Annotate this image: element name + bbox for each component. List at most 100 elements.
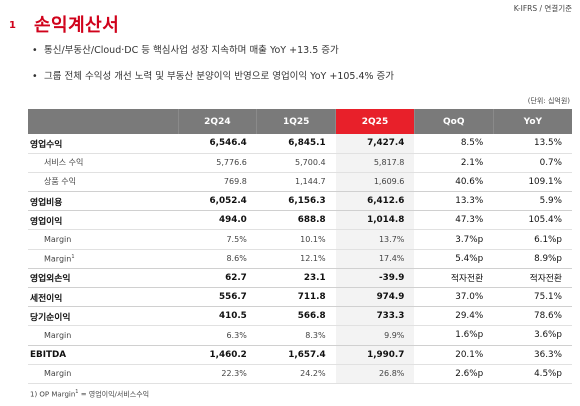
bullet-dot-icon: • [32, 71, 38, 82]
value-1q25: 688.8 [256, 210, 336, 231]
value-1q25: 711.8 [256, 287, 336, 308]
value-2q24: 5,776.6 [178, 153, 257, 173]
row-label-text: 영업외손익 [30, 274, 71, 285]
row-label: Margin [28, 229, 178, 250]
table-row-service-revenue: 서비스 수익 5,776.6 5,700.4 5,817.8 2.1% 0.7% [28, 153, 572, 173]
row-label-text: Margin [44, 254, 72, 264]
bullet-dot-icon: • [32, 45, 38, 56]
value-qoq: 1.6%p [414, 325, 494, 346]
row-label: 상품 수익 [28, 172, 178, 193]
row-label: Margin [28, 364, 178, 384]
value-2q24: 410.5 [178, 306, 257, 327]
unit-label: (단위: 십억원) [527, 97, 570, 105]
value-yoy: 4.5%p [493, 364, 572, 384]
footnote: 1) OP Margin1 = 영업이익/서비스수익 [30, 389, 149, 399]
row-label: Margin1 [28, 249, 178, 269]
header-label-cell [28, 109, 178, 134]
value-2q24: 22.3% [178, 364, 257, 384]
value-2q24: 6,052.4 [178, 191, 257, 212]
table-header-row: 2Q24 1Q25 2Q25 QoQ YoY [28, 109, 572, 134]
value-1q25: 1,657.4 [256, 345, 336, 365]
value-2q24: 8.6% [178, 249, 257, 269]
value-2q24: 769.8 [178, 172, 257, 193]
summary-bullets: • 통신/부동산/Cloud·DC 등 핵심사업 성장 지속하며 매출 YoY … [32, 44, 572, 96]
value-yoy: 105.4% [493, 210, 572, 231]
value-qoq: 40.6% [414, 172, 494, 193]
bullet-item: • 그룹 전체 수익성 개선 노력 및 부동산 분양이익 반영으로 영업이익 Y… [32, 70, 572, 96]
section-number: 1 [9, 20, 16, 31]
header-2q24: 2Q24 [177, 109, 257, 134]
table-row-revenue: 영업수익 6,546.4 6,845.1 7,427.4 8.5% 13.5% [28, 134, 572, 154]
table-row-op-margin: Margin 7.5% 10.1% 13.7% 3.7%p 6.1%p [28, 229, 572, 250]
row-label: 영업수익 [28, 134, 178, 154]
value-2q25: 7,427.4 [335, 134, 415, 154]
page-title: 손익계산서 [34, 15, 120, 36]
row-label: 영업외손익 [28, 268, 178, 289]
value-yoy: 6.1%p [493, 229, 572, 250]
value-yoy: 75.1% [493, 287, 572, 308]
value-1q25: 10.1% [256, 229, 336, 250]
bullet-item: • 통신/부동산/Cloud·DC 등 핵심사업 성장 지속하며 매출 YoY … [32, 44, 572, 70]
table-row-operating-expense: 영업비용 6,052.4 6,156.3 6,412.6 13.3% 5.9% [28, 191, 572, 212]
value-qoq: 2.6%p [414, 364, 494, 384]
row-label: 서비스 수익 [28, 153, 178, 173]
value-2q24: 556.7 [178, 287, 257, 308]
header-qoq: QoQ [413, 109, 494, 134]
row-label-text: Margin [44, 369, 72, 379]
row-label-text: Margin [44, 235, 72, 245]
value-2q25: 974.9 [335, 287, 415, 308]
row-label: Margin [28, 325, 178, 346]
table-row-pretax-income: 세전이익 556.7 711.8 974.9 37.0% 75.1% [28, 287, 572, 308]
row-label-text: 상품 수익 [44, 177, 76, 187]
row-label: 당기순이익 [28, 306, 178, 327]
footnote-prefix: 1) OP Margin [30, 390, 76, 399]
value-1q25: 8.3% [256, 325, 336, 346]
value-2q25: 9.9% [335, 325, 415, 346]
header-2q25: 2Q25 [335, 109, 415, 134]
row-label-text: 세전이익 [30, 293, 63, 304]
value-qoq: 5.4%p [414, 249, 494, 269]
row-label-sup: 1 [71, 253, 75, 260]
value-2q24: 7.5% [178, 229, 257, 250]
value-1q25: 23.1 [256, 268, 336, 289]
value-2q24: 494.0 [178, 210, 257, 231]
row-label-text: 영업이익 [30, 216, 63, 227]
value-2q25: 5,817.8 [335, 153, 415, 173]
value-2q25: 1,609.6 [335, 172, 415, 193]
table-row-product-revenue: 상품 수익 769.8 1,144.7 1,609.6 40.6% 109.1% [28, 172, 572, 193]
value-2q25: 13.7% [335, 229, 415, 250]
value-2q25: 6,412.6 [335, 191, 415, 212]
value-2q25: 733.3 [335, 306, 415, 327]
value-qoq: 3.7%p [414, 229, 494, 250]
row-label-text: Margin [44, 330, 72, 340]
row-label-text: 영업수익 [30, 139, 63, 150]
income-statement-table: 2Q24 1Q25 2Q25 QoQ YoY 영업수익 6,546.4 6,845.… [28, 109, 572, 384]
value-1q25: 566.8 [256, 306, 336, 327]
row-label: EBITDA [28, 345, 178, 365]
bullet-text: 그룹 전체 수익성 개선 노력 및 부동산 분양이익 반영으로 영업이익 YoY… [44, 71, 395, 82]
value-qoq: 13.3% [414, 191, 494, 212]
value-2q25: -39.9 [335, 268, 415, 289]
header-yoy: YoY [492, 109, 572, 134]
row-label-text: EBITDA [30, 349, 67, 360]
value-yoy: 78.6% [493, 306, 572, 327]
value-1q25: 12.1% [256, 249, 336, 269]
value-2q24: 62.7 [178, 268, 257, 289]
value-qoq: 8.5% [414, 134, 494, 154]
value-1q25: 6,156.3 [256, 191, 336, 212]
value-yoy: 3.6%p [493, 325, 572, 346]
value-1q25: 6,845.1 [256, 134, 336, 154]
value-qoq: 47.3% [414, 210, 494, 231]
row-label-text: 당기순이익 [30, 312, 71, 323]
row-label: 영업비용 [28, 191, 178, 212]
table-row-non-operating: 영업외손익 62.7 23.1 -39.9 적자전환 적자전환 [28, 268, 572, 289]
value-2q24: 6,546.4 [178, 134, 257, 154]
value-1q25: 24.2% [256, 364, 336, 384]
footnote-sup: 1 [75, 389, 79, 395]
table-row-net-income: 당기순이익 410.5 566.8 733.3 29.4% 78.6% [28, 306, 572, 327]
value-yoy: 109.1% [493, 172, 572, 193]
value-1q25: 5,700.4 [256, 153, 336, 173]
table-row-op-margin-1: Margin1 8.6% 12.1% 17.4% 5.4%p 8.9%p [28, 249, 572, 269]
value-qoq: 29.4% [414, 306, 494, 327]
value-1q25: 1,144.7 [256, 172, 336, 193]
